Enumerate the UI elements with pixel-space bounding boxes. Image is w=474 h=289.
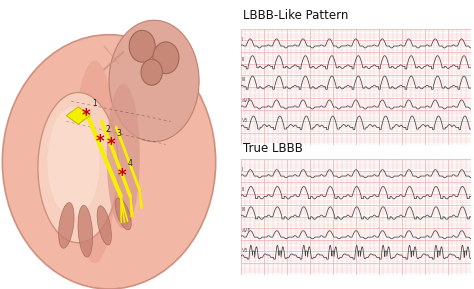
Text: III: III xyxy=(242,77,246,82)
Text: 4: 4 xyxy=(128,160,133,168)
Text: *: * xyxy=(82,107,91,125)
Text: II: II xyxy=(242,57,245,62)
Ellipse shape xyxy=(59,203,74,248)
Ellipse shape xyxy=(47,107,100,217)
Text: V5: V5 xyxy=(242,118,248,123)
Ellipse shape xyxy=(38,92,118,243)
Text: 3: 3 xyxy=(117,129,122,138)
Text: LBBB-Like Pattern: LBBB-Like Pattern xyxy=(243,9,348,22)
Text: 1: 1 xyxy=(92,99,97,108)
Text: 2: 2 xyxy=(105,125,110,134)
Ellipse shape xyxy=(73,61,116,263)
Text: aVF: aVF xyxy=(242,98,251,103)
Text: *: * xyxy=(118,167,127,185)
Text: aVF: aVF xyxy=(242,228,251,233)
Text: I: I xyxy=(242,167,243,172)
Ellipse shape xyxy=(97,206,111,245)
Text: *: * xyxy=(95,133,104,151)
Polygon shape xyxy=(66,107,90,124)
Ellipse shape xyxy=(115,198,131,230)
Ellipse shape xyxy=(2,35,216,289)
Text: *: * xyxy=(107,136,115,154)
Ellipse shape xyxy=(78,205,92,257)
Text: II: II xyxy=(242,187,245,192)
Text: I: I xyxy=(242,37,243,42)
Text: True LBBB: True LBBB xyxy=(243,142,302,155)
Ellipse shape xyxy=(109,20,199,142)
Circle shape xyxy=(141,59,162,85)
Text: V5: V5 xyxy=(242,248,248,253)
Circle shape xyxy=(153,42,179,74)
Ellipse shape xyxy=(107,84,140,228)
Circle shape xyxy=(129,30,155,62)
Text: III: III xyxy=(242,208,246,212)
